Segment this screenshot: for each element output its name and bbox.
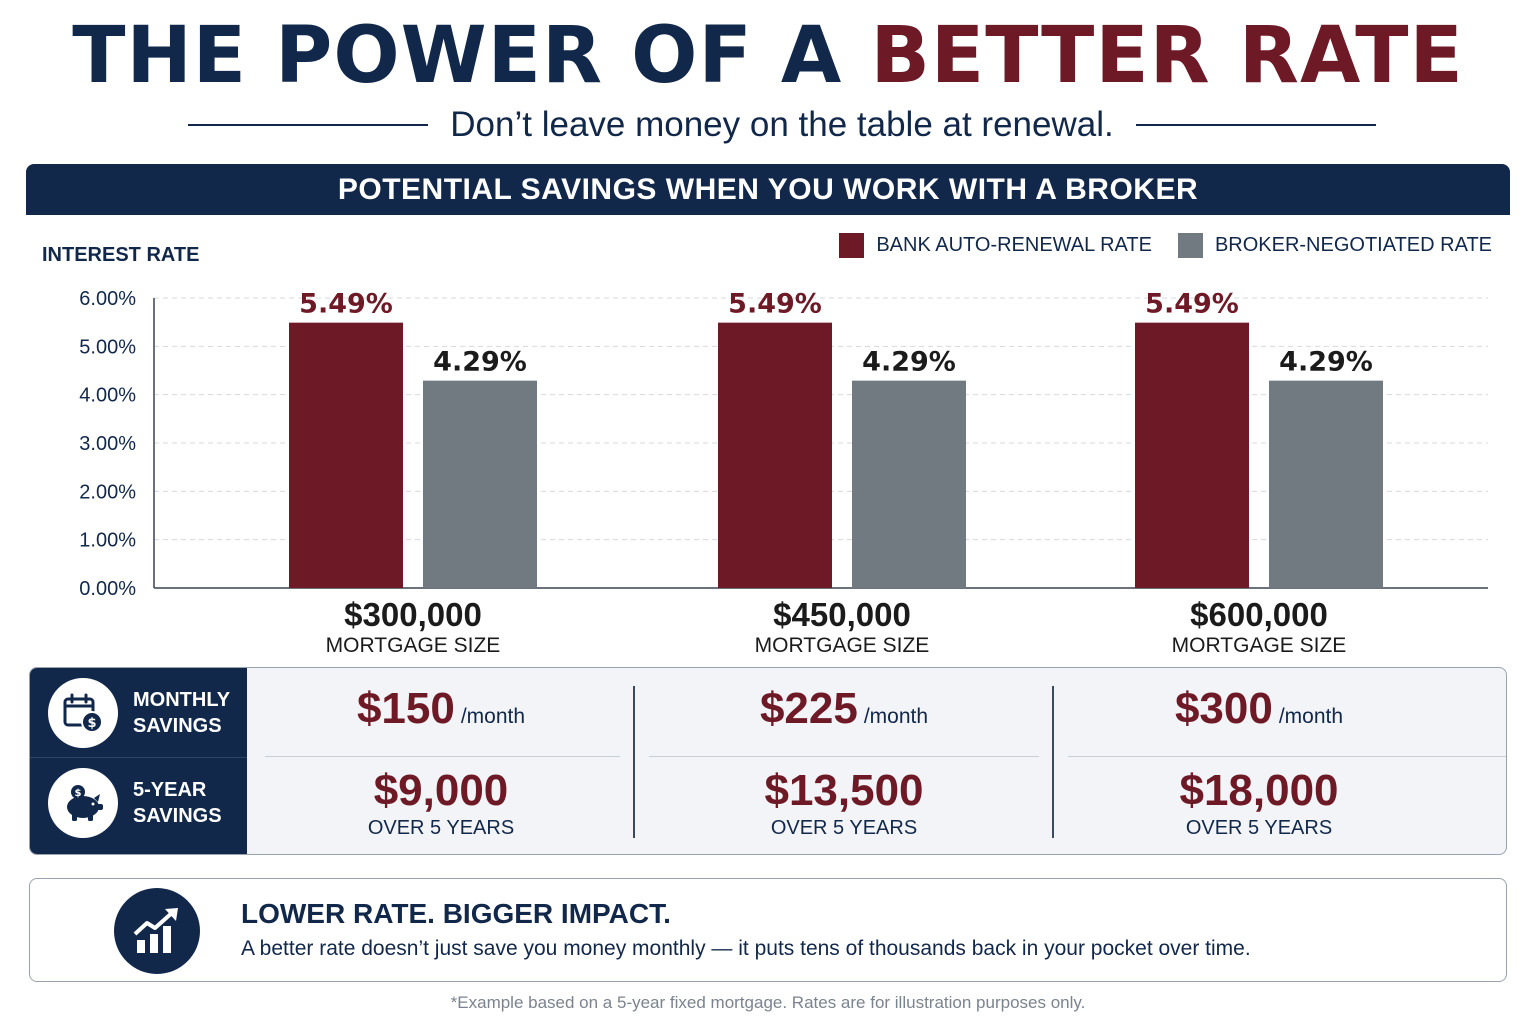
- legend-label-bank: BANK AUTO-RENEWAL RATE: [876, 234, 1152, 256]
- savings-column-2: $225/month $13,500 OVER 5 YEARS: [650, 668, 1038, 854]
- side-divider: [30, 757, 247, 758]
- y-tick-label: 4.00%: [79, 385, 136, 407]
- data-label-bank: 5.49%: [1145, 289, 1239, 320]
- calendar-dollar-icon: $: [48, 677, 118, 748]
- five-year-savings-cell: $18,000 OVER 5 YEARS: [1068, 766, 1450, 840]
- monthly-savings-cell: $225/month: [650, 684, 1038, 734]
- monthly-savings-header: $ MONTHLY SAVINGS: [30, 668, 247, 757]
- five-year-amount: $18,000: [1179, 766, 1339, 815]
- monthly-unit: /month: [460, 705, 526, 728]
- impact-text: A better rate doesn’t just save you mone…: [241, 937, 1251, 960]
- monthly-unit: /month: [1278, 705, 1344, 728]
- category-label-3: $600,000 MORTGAGE SIZE: [1109, 597, 1409, 659]
- five-year-amount: $13,500: [764, 766, 924, 815]
- data-label-broker: 4.29%: [433, 347, 527, 378]
- five-year-savings-label: 5-YEAR SAVINGS: [133, 778, 222, 827]
- data-label-bank: 5.49%: [728, 289, 822, 320]
- bar-bank-rate: [718, 322, 832, 588]
- bar-bank-rate: [289, 322, 403, 588]
- piggy-bank-icon: $: [48, 767, 118, 838]
- subtitle-right-rule: [1135, 124, 1376, 126]
- category-sub: MORTGAGE SIZE: [1171, 634, 1347, 657]
- legend-label-broker: BROKER-NEGOTIATED RATE: [1214, 234, 1492, 256]
- savings-table: $ MONTHLY SAVINGS $ 5-YEAR SAVINGS: [29, 667, 1507, 855]
- rising-chart-icon: [114, 888, 200, 974]
- category-amount: $450,000: [773, 596, 911, 633]
- monthly-amount: $300: [1174, 684, 1273, 733]
- y-tick-label: 0.00%: [79, 578, 136, 600]
- monthly-amount: $150: [356, 684, 455, 733]
- data-label-bank: 5.49%: [299, 289, 393, 320]
- category-amount: $600,000: [1190, 596, 1328, 633]
- category-sub: MORTGAGE SIZE: [325, 634, 501, 657]
- five-year-savings-cell: $9,000 OVER 5 YEARS: [247, 766, 635, 840]
- svg-text:$: $: [87, 716, 96, 731]
- column-divider: [633, 686, 635, 838]
- category-sub: MORTGAGE SIZE: [754, 634, 930, 657]
- y-tick-label: 5.00%: [79, 336, 136, 358]
- monthly-savings-cell: $300/month: [1068, 684, 1450, 734]
- savings-column-1: $150/month $9,000 OVER 5 YEARS: [247, 668, 635, 854]
- five-year-amount: $9,000: [373, 766, 509, 815]
- y-tick-label: 1.00%: [79, 530, 136, 552]
- subtitle-row: Don’t leave money on the table at renewa…: [188, 100, 1376, 150]
- y-axis-label: INTEREST RATE: [42, 244, 200, 266]
- five-year-unit: OVER 5 YEARS: [367, 817, 515, 839]
- monthly-savings-label: MONTHLY SAVINGS: [133, 688, 230, 737]
- category-label-1: $300,000 MORTGAGE SIZE: [263, 597, 563, 659]
- data-label-broker: 4.29%: [1279, 347, 1373, 378]
- legend-swatch-bank: [839, 233, 865, 258]
- savings-side-header: $ MONTHLY SAVINGS $ 5-YEAR SAVINGS: [30, 668, 247, 854]
- y-tick-label: 6.00%: [79, 288, 136, 310]
- impact-title: LOWER RATE. BIGGER IMPACT.: [241, 898, 671, 929]
- subtitle: Don’t leave money on the table at renewa…: [450, 105, 1114, 144]
- row-divider: [265, 756, 620, 757]
- five-year-unit: OVER 5 YEARS: [770, 817, 918, 839]
- row-divider: [1068, 756, 1506, 757]
- five-year-unit: OVER 5 YEARS: [1185, 817, 1333, 839]
- title-part-1: THE POWER OF A: [72, 11, 843, 101]
- monthly-amount: $225: [759, 684, 858, 733]
- bar-broker-rate: [1269, 380, 1383, 588]
- monthly-unit: /month: [863, 705, 929, 728]
- y-tick-label: 3.00%: [79, 433, 136, 455]
- savings-column-3: $300/month $18,000 OVER 5 YEARS: [1068, 668, 1450, 854]
- data-label-broker: 4.29%: [862, 347, 956, 378]
- footnote: *Example based on a 5-year fixed mortgag…: [450, 993, 1086, 1012]
- monthly-savings-cell: $150/month: [247, 684, 635, 734]
- subtitle-left-rule: [188, 124, 429, 126]
- bar-broker-rate: [852, 380, 966, 588]
- column-divider: [1052, 686, 1054, 838]
- legend-item-bank: BANK AUTO-RENEWAL RATE: [839, 233, 1152, 258]
- page-title: THE POWER OF A BETTER RATE: [0, 8, 1536, 104]
- bar-chart: 0.00% 1.00% 2.00% 3.00% 4.00% 5.00% 6.00% 5.49%…: [79, 288, 1488, 600]
- title-part-2: BETTER RATE: [870, 11, 1464, 101]
- impact-callout: LOWER RATE. BIGGER IMPACT. A better rate…: [29, 878, 1507, 982]
- bar-bank-rate: [1135, 322, 1249, 588]
- legend-item-broker: BROKER-NEGOTIATED RATE: [1177, 233, 1492, 258]
- category-label-2: $450,000 MORTGAGE SIZE: [692, 597, 992, 659]
- bar-broker-rate: [423, 380, 537, 588]
- chart-legend: BANK AUTO-RENEWAL RATE BROKER-NEGOTIATED…: [839, 233, 1492, 258]
- category-amount: $300,000: [344, 596, 482, 633]
- five-year-savings-header: $ 5-YEAR SAVINGS: [30, 758, 247, 847]
- five-year-savings-cell: $13,500 OVER 5 YEARS: [650, 766, 1038, 840]
- y-tick-label: 2.00%: [79, 481, 136, 503]
- row-divider: [649, 756, 1039, 757]
- legend-swatch-broker: [1177, 233, 1203, 258]
- section-banner: POTENTIAL SAVINGS WHEN YOU WORK WITH A B…: [26, 164, 1510, 215]
- svg-text:$: $: [75, 788, 82, 799]
